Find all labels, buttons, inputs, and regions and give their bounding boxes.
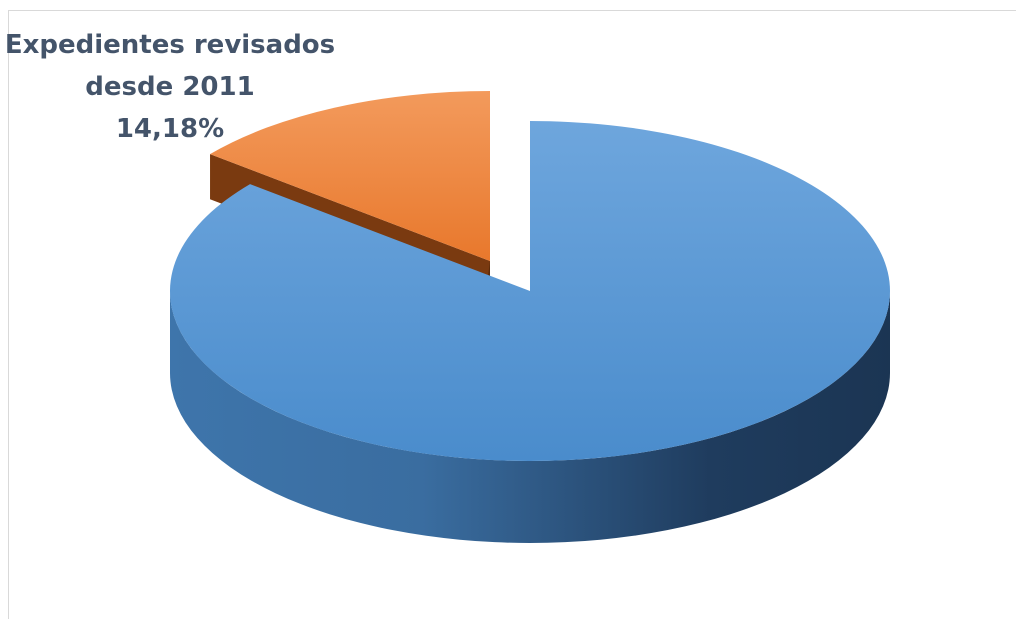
slice-blue-side [170,291,890,543]
data-label-line1: Expedientes revisados [4,30,336,60]
data-label-percent: 14,18% [115,114,225,144]
slice-orange-top [210,91,490,261]
slice-data-label: Expedientes revisados desde 2011 14,18% [0,24,340,150]
slice-blue-top [169,121,890,461]
data-label-line2: desde 2011 [85,72,255,102]
chart-area [8,10,1016,619]
